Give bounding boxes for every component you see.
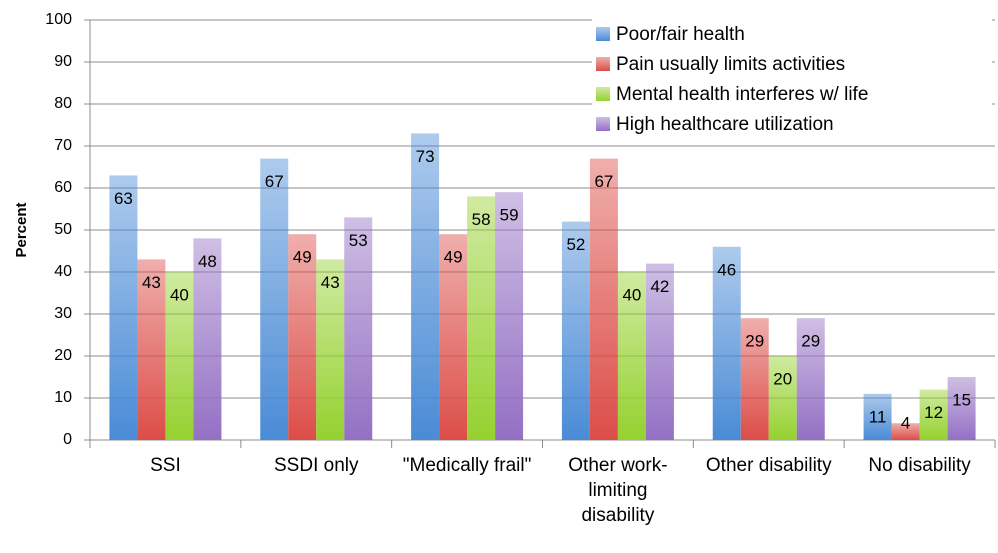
legend-label: High healthcare utilization bbox=[616, 114, 834, 135]
y-tick-label: 10 bbox=[54, 389, 72, 406]
bar bbox=[344, 217, 373, 440]
y-tick-label: 70 bbox=[54, 137, 72, 154]
value-label: 46 bbox=[717, 260, 736, 279]
bar bbox=[617, 272, 646, 440]
bar bbox=[495, 192, 524, 440]
value-label: 12 bbox=[924, 403, 943, 422]
value-label: 42 bbox=[650, 277, 669, 296]
y-tick-label: 30 bbox=[54, 305, 72, 322]
x-tick-label: SSDI only bbox=[274, 455, 359, 476]
value-label: 43 bbox=[142, 273, 161, 292]
value-label: 20 bbox=[773, 369, 792, 388]
value-label: 52 bbox=[566, 235, 585, 254]
legend-background bbox=[592, 18, 992, 138]
y-axis-label: Percent bbox=[13, 202, 30, 257]
value-label: 4 bbox=[901, 413, 910, 432]
value-label: 40 bbox=[622, 285, 641, 304]
y-tick-label: 20 bbox=[54, 347, 72, 364]
y-tick-label: 60 bbox=[54, 179, 72, 196]
bar bbox=[740, 318, 769, 440]
value-label: 58 bbox=[472, 210, 491, 229]
bar bbox=[796, 318, 825, 440]
legend-swatch bbox=[596, 57, 610, 71]
bar bbox=[947, 377, 976, 440]
x-tick-label: Other disability bbox=[705, 455, 832, 476]
bar bbox=[439, 234, 468, 440]
bar bbox=[645, 263, 674, 440]
legend-label: Pain usually limits activities bbox=[616, 54, 845, 75]
y-tick-label: 50 bbox=[54, 221, 72, 238]
y-tick-label: 40 bbox=[54, 263, 72, 280]
legend-label: Poor/fair health bbox=[616, 24, 745, 45]
x-tick-label: SSI bbox=[150, 455, 181, 476]
legend-swatch bbox=[596, 27, 610, 41]
bar bbox=[288, 234, 317, 440]
value-label: 59 bbox=[500, 206, 519, 225]
x-tick-label: No disability bbox=[868, 455, 971, 476]
y-tick-label: 0 bbox=[63, 431, 72, 448]
value-label: 11 bbox=[869, 407, 887, 426]
bar bbox=[193, 238, 222, 440]
bar bbox=[863, 393, 892, 440]
value-label: 40 bbox=[170, 285, 189, 304]
bar bbox=[589, 158, 618, 440]
value-label: 73 bbox=[416, 147, 435, 166]
legend-swatch bbox=[596, 87, 610, 101]
y-tick-label: 100 bbox=[45, 11, 72, 28]
value-label: 15 bbox=[952, 390, 971, 409]
bar bbox=[137, 259, 166, 440]
bar bbox=[467, 196, 496, 440]
bar bbox=[891, 423, 920, 440]
value-label: 43 bbox=[321, 273, 340, 292]
legend-label: Mental health interferes w/ life bbox=[616, 84, 868, 105]
bar bbox=[260, 158, 289, 440]
bar bbox=[411, 133, 440, 440]
value-label: 48 bbox=[198, 252, 217, 271]
value-label: 49 bbox=[293, 248, 312, 267]
bar bbox=[165, 272, 194, 440]
value-label: 63 bbox=[114, 189, 133, 208]
value-label: 53 bbox=[349, 231, 368, 250]
value-label: 67 bbox=[265, 172, 284, 191]
x-tick-label: "Medically frail" bbox=[402, 455, 532, 476]
x-tick-label: Other work-limiting disability bbox=[568, 455, 668, 526]
bar bbox=[316, 259, 345, 440]
bar bbox=[712, 246, 741, 440]
bar bbox=[768, 356, 797, 440]
value-label: 67 bbox=[594, 172, 613, 191]
value-label: 29 bbox=[801, 332, 820, 351]
legend-swatch bbox=[596, 117, 610, 131]
value-label: 29 bbox=[745, 332, 764, 351]
bar bbox=[561, 221, 590, 440]
bar bbox=[919, 389, 948, 440]
y-tick-label: 90 bbox=[54, 53, 72, 70]
y-tick-label: 80 bbox=[54, 95, 72, 112]
bar bbox=[109, 175, 138, 440]
value-label: 49 bbox=[444, 248, 463, 267]
